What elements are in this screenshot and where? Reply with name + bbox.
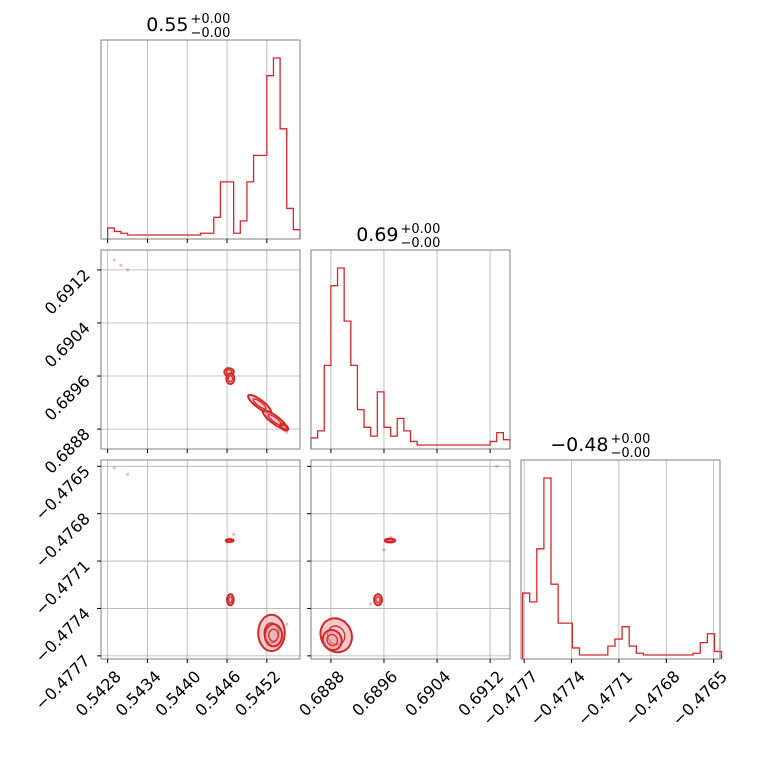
scatter-point [119, 263, 123, 267]
contour-level-inner [227, 375, 234, 383]
title-upper-0: +0.00 [191, 12, 231, 27]
y-tick-label: 0.6912 [41, 265, 94, 318]
y-tick-label: 0.6896 [41, 371, 94, 424]
x-tick-label: 0.6904 [401, 667, 454, 720]
panel-frame [520, 459, 721, 660]
contour-level [279, 422, 290, 432]
contour-level-inner [386, 538, 394, 543]
scatter-point [125, 472, 130, 476]
title-upper-2: +0.00 [611, 432, 651, 447]
panel-frame [100, 459, 301, 660]
panel-2-2: −0.48 +0.00−0.00 [520, 432, 723, 663]
panel-1-0 [97, 249, 301, 453]
scatter-point [125, 268, 130, 272]
title-upper-1: +0.00 [401, 222, 441, 237]
panel-2-0 [97, 459, 301, 663]
y-tick-label: 0.6904 [41, 318, 94, 371]
panel-2-1 [307, 459, 511, 663]
title-value-2: −0.48 [550, 434, 608, 456]
panel-0-0: 0.55 +0.00−0.00 [100, 12, 301, 243]
panel-1-1: 0.69 +0.00−0.00 [310, 222, 511, 453]
title-lower-1: −0.00 [401, 236, 441, 251]
scatter-point [382, 548, 386, 552]
histogram-0 [106, 57, 301, 239]
title-lower-2: −0.00 [611, 446, 651, 461]
scatter-point [112, 258, 116, 262]
panel-frame [310, 459, 511, 660]
contour-level [321, 628, 343, 652]
panel-frame [100, 249, 301, 450]
contour-level-inner [227, 596, 233, 604]
panel-frame [100, 39, 301, 240]
contour-level-inner [226, 539, 233, 542]
histogram-1 [310, 267, 511, 449]
contour-level-inner [375, 596, 381, 604]
x-tick-label: 0.6896 [348, 667, 401, 720]
contour-level-inner [281, 424, 287, 430]
histogram-2 [521, 477, 723, 659]
title-lower-0: −0.00 [191, 26, 231, 41]
x-tick-label: 0.5452 [231, 667, 284, 720]
scatter-point [232, 532, 236, 536]
scatter-point [112, 466, 116, 470]
contour-level-inner [252, 398, 267, 410]
scatter-point [285, 622, 289, 626]
scatter-point [495, 464, 499, 468]
x-tick-label: 0.6888 [295, 667, 348, 720]
contour-level-inner [326, 633, 339, 647]
title-value-1: 0.69 [356, 224, 398, 246]
contour-level [263, 623, 284, 648]
title-value-0: 0.55 [146, 14, 188, 36]
scatter-point [369, 602, 373, 606]
panel-frame [310, 249, 511, 450]
contour-level-inner [268, 628, 279, 643]
